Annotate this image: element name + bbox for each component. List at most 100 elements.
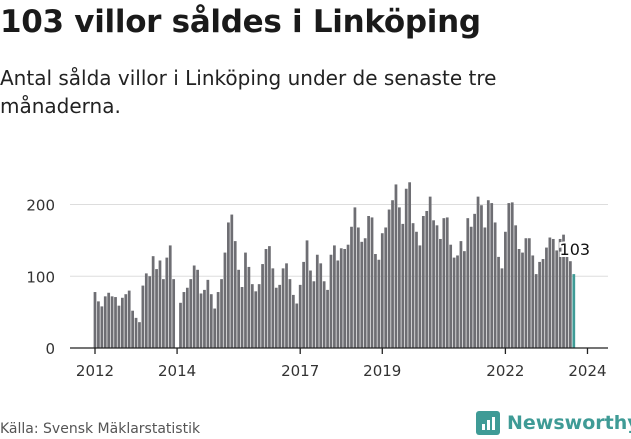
- bar: [206, 279, 210, 348]
- bar: [209, 294, 213, 348]
- chart-subtitle: Antal sålda villor i Linköping under de …: [0, 66, 497, 118]
- bar: [353, 207, 357, 348]
- bar: [141, 285, 145, 348]
- bar: [350, 226, 353, 348]
- y-tick-label: 0: [45, 340, 55, 358]
- bar: [377, 259, 381, 348]
- bar: [264, 249, 268, 348]
- bar: [507, 203, 511, 348]
- bar: [151, 256, 155, 348]
- bar: [384, 227, 388, 348]
- brand-logo: Newsworthy: [476, 408, 631, 438]
- bar: [291, 294, 295, 348]
- bar: [124, 294, 128, 348]
- bar: [534, 274, 538, 348]
- bar: [192, 265, 196, 348]
- highlight-value-label: 103: [560, 240, 591, 259]
- bar: [394, 184, 398, 348]
- bar: [223, 252, 227, 348]
- bar: [473, 213, 476, 348]
- bar: [483, 227, 487, 348]
- bar: [545, 247, 548, 348]
- bar: [462, 251, 466, 348]
- bar: [569, 261, 572, 348]
- bar: [360, 241, 364, 348]
- bar: [558, 238, 562, 348]
- bar: [428, 196, 432, 348]
- bar: [182, 292, 186, 348]
- bar: [435, 225, 439, 348]
- bar: [271, 268, 275, 348]
- bar: [572, 274, 576, 348]
- bar: [541, 259, 545, 348]
- bar: [356, 227, 360, 348]
- chart-title: 103 villor såldes i Linköping: [0, 4, 481, 40]
- bar: [459, 241, 463, 348]
- bar: [120, 297, 124, 348]
- x-tick-label: 2022: [486, 362, 524, 380]
- bar: [298, 284, 302, 348]
- brand-name: Newsworthy: [507, 412, 631, 434]
- bar: [165, 257, 169, 348]
- bar: [476, 196, 480, 348]
- bar: [531, 255, 535, 348]
- bar: [442, 218, 446, 348]
- bar: [329, 254, 333, 348]
- bar: [244, 252, 247, 348]
- bar: [93, 292, 97, 348]
- bar: [309, 270, 312, 348]
- bar: [387, 209, 391, 348]
- bar: [370, 217, 374, 348]
- bar: [524, 238, 528, 348]
- bar: [452, 257, 456, 348]
- bar: [240, 287, 244, 348]
- bar: [469, 226, 473, 348]
- x-tick-label: 2017: [281, 362, 319, 380]
- bar: [158, 260, 162, 348]
- bar: [315, 254, 319, 348]
- bar: [114, 297, 117, 348]
- bar: [247, 266, 251, 348]
- bar: [196, 269, 199, 348]
- bar: [134, 317, 138, 348]
- bar: [517, 249, 521, 348]
- bar: [480, 205, 483, 348]
- bar: [326, 289, 329, 348]
- bar: [449, 244, 453, 348]
- bar: [408, 182, 412, 348]
- bar: [185, 287, 189, 348]
- bar: [538, 261, 541, 348]
- bar: [97, 301, 100, 348]
- bar: [432, 220, 435, 348]
- bar: [233, 241, 237, 348]
- bar: [486, 200, 490, 348]
- bar: [268, 246, 271, 348]
- bar: [322, 281, 326, 348]
- bar: [110, 296, 114, 348]
- bar: [257, 284, 261, 348]
- bar: [261, 264, 264, 348]
- bar: [562, 234, 565, 348]
- bar: [144, 273, 148, 348]
- bar: [497, 256, 500, 348]
- bar: [527, 238, 531, 348]
- y-tick-label: 200: [26, 197, 55, 215]
- bar: [319, 263, 323, 348]
- x-tick-label: 2014: [158, 362, 196, 380]
- bar: [274, 287, 278, 348]
- x-tick-label: 2012: [76, 362, 114, 380]
- bar: [421, 216, 425, 348]
- bar: [404, 188, 408, 348]
- bar: [445, 217, 449, 348]
- bar: [230, 214, 234, 348]
- bar: [565, 253, 569, 348]
- bar: [127, 290, 131, 348]
- bar: [411, 223, 415, 348]
- bar: [425, 210, 429, 348]
- bar: [456, 255, 459, 348]
- bar: [278, 284, 282, 348]
- bar: [339, 248, 343, 348]
- source-note: Källa: Svensk Mäklarstatistik: [0, 421, 201, 437]
- bar: [162, 279, 165, 348]
- bar: [374, 254, 377, 348]
